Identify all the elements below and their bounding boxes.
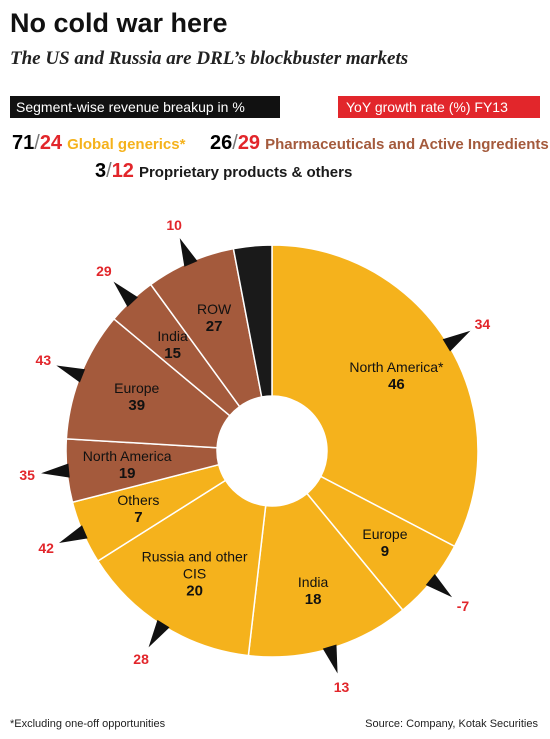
growth-label: 28: [133, 651, 149, 668]
subtitle: The US and Russia are DRL’s blockbuster …: [10, 48, 409, 69]
segment-value: 18: [304, 590, 322, 608]
group-name: Pharmaceuticals and Active Ingredients: [265, 136, 549, 153]
group-legend: 71/24 Global generics*: [12, 132, 185, 155]
pointer: [322, 644, 338, 674]
segment-value: 46: [388, 375, 405, 393]
growth-legend: YoY growth rate (%) FY13: [338, 96, 540, 118]
title: No cold war here: [10, 8, 228, 38]
segment: [247, 492, 404, 658]
segment-name: Europe: [114, 380, 160, 397]
segment-value: 20: [186, 582, 203, 600]
group-legend: 26/29 Pharmaceuticals and Active Ingredie…: [210, 132, 549, 155]
growth-label: 13: [333, 678, 350, 695]
segment-label: Others 7: [83, 492, 193, 526]
pointer: [148, 619, 170, 648]
separator: /: [34, 132, 40, 154]
segment-name: ROW: [197, 300, 232, 317]
segment-name: Europe: [362, 525, 408, 542]
segment-label: Russia and other CIS 20: [140, 549, 250, 600]
segment-value: 19: [118, 464, 136, 482]
segment: [271, 244, 479, 548]
segment: [96, 479, 267, 657]
segment-name: India: [297, 573, 329, 590]
group-growth: 29: [237, 132, 261, 154]
segment-label: North America 19: [72, 448, 182, 482]
segment-label: India 18: [258, 574, 368, 608]
footnote: *Excluding one-off opportunities: [10, 718, 166, 730]
growth-label: -7: [456, 598, 470, 615]
growth-label: 10: [166, 217, 182, 234]
pointer: [113, 281, 138, 307]
growth-label: 29: [96, 263, 112, 280]
source: Source: Company, Kotak Securities: [365, 718, 538, 730]
group-name: Global generics*: [67, 136, 186, 153]
segment-value: 9: [380, 542, 390, 560]
pointer: [179, 238, 198, 267]
segment-name: Russia and other CIS: [141, 548, 248, 582]
segment-label: North America* 46: [341, 359, 451, 393]
share-legend: Segment-wise revenue breakup in %: [10, 96, 280, 118]
segment-name: India: [157, 327, 188, 344]
group-name: Proprietary products & others: [138, 164, 353, 181]
segment-label: Europe 9: [330, 526, 440, 560]
growth-label: 35: [19, 466, 35, 483]
segment-value: 27: [205, 317, 223, 335]
separator: /: [106, 160, 112, 182]
growth-label: 42: [38, 540, 54, 557]
segment-name: North America: [82, 447, 172, 464]
segment-name: North America*: [349, 358, 444, 375]
separator: /: [232, 132, 238, 154]
segment: [65, 317, 231, 449]
segment: [232, 244, 273, 398]
segment-value: 39: [128, 397, 146, 415]
segment-label: ROW 27: [159, 301, 269, 335]
segment-value: 15: [164, 344, 181, 362]
segment-label: Europe 39: [82, 380, 192, 414]
segment-name: Others: [117, 491, 160, 508]
group-share: 26: [210, 132, 233, 154]
pointer: [442, 330, 471, 352]
pointer: [41, 463, 70, 478]
group-growth: 12: [111, 160, 134, 182]
group-share: 71: [12, 132, 35, 154]
pointer: [58, 525, 88, 543]
group-share: 3: [95, 160, 107, 182]
growth-label: 34: [474, 315, 491, 332]
pointer: [56, 365, 86, 383]
pointer: [425, 573, 453, 598]
group-growth: 24: [39, 132, 63, 154]
group-legend: 3/12 Proprietary products & others: [95, 160, 352, 183]
segment-label: India 15: [118, 328, 228, 362]
segment-value: 7: [134, 508, 143, 526]
growth-label: 43: [35, 352, 52, 369]
